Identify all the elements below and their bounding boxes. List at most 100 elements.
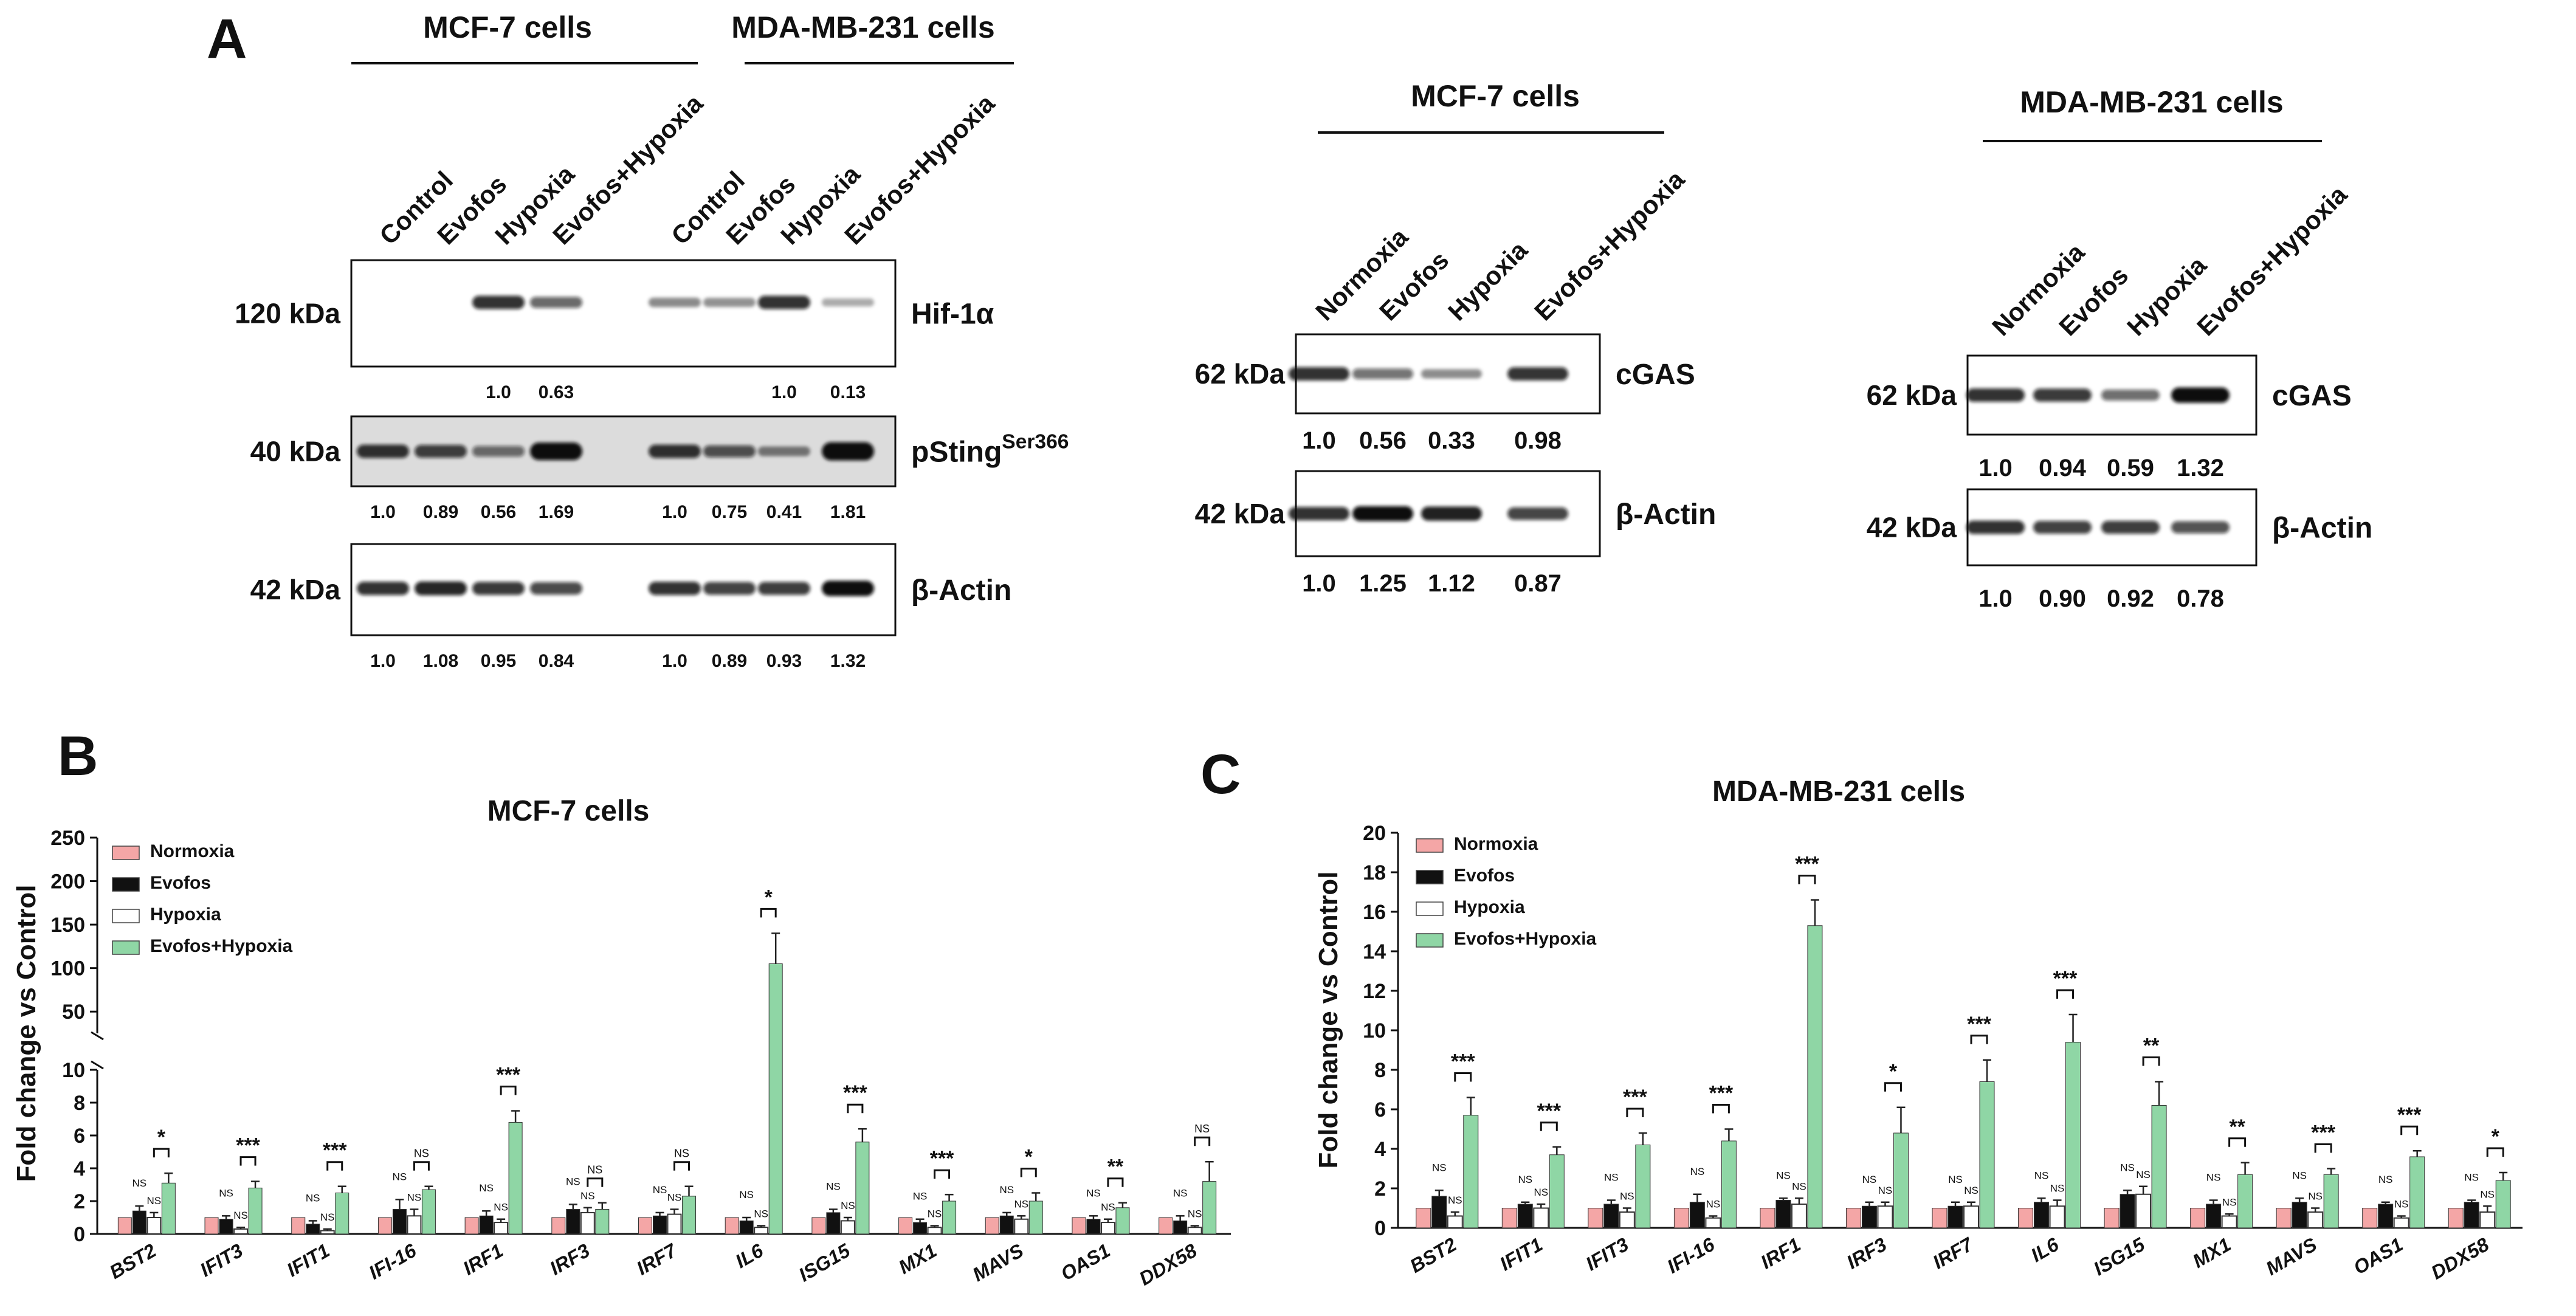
blot-left-quant-value: 0.95 [481,651,516,671]
blot-right-band [2033,521,2092,534]
chart-b-significance-bracket [587,1177,604,1187]
blot-right-band [2101,390,2160,401]
blot-mid-protein-label: cGAS [1616,359,1695,391]
chart-b-bar-evofos [1086,1219,1101,1235]
chart-c-significance-bracket [2486,1147,2504,1157]
blot-left-quant-value: 0.89 [423,502,458,522]
chart-c-bar-evofos-hypoxia [2151,1105,2167,1228]
chart-b-significance-bracket [500,1086,517,1095]
blot-left-band [415,445,467,458]
chart-c-significance-bracket [2314,1143,2332,1153]
chart-b-bar-hypoxia [927,1227,942,1235]
chart-b-significance-label: NS [1194,1123,1210,1135]
chart-c-bar-normoxia [2448,1208,2464,1228]
chart-b-bar-hypoxia [494,1222,509,1235]
chart-b-bar-hypoxia [1100,1222,1115,1235]
chart-b-category-label: IRF7 [633,1239,681,1280]
chart-c-bar-normoxia [1416,1208,1431,1228]
chart-c-ns-label: NS [2378,1174,2393,1185]
chart-c-ns-label: NS [2480,1188,2495,1200]
chart-b-bar-evofos [479,1215,494,1235]
chart-c-ns-label: NS [1862,1174,1877,1185]
blot-left-quant-value: 1.81 [830,502,866,522]
chart-b-bar-evofos [653,1215,667,1235]
chart-b-bar-normoxia [117,1217,132,1235]
blot-left-band [357,444,409,458]
blot-left-size-label: 42 kDa [250,574,341,605]
chart-b-ns-label: NS [754,1208,768,1220]
chart-b-bar-hypoxia [667,1213,682,1235]
chart-c-bar-hypoxia [2049,1205,2065,1228]
blot-right-protein-label: β-Actin [2272,512,2372,544]
chart-c-significance-bracket [1454,1072,1472,1082]
blot-mid-band [1289,367,1349,381]
chart-b-bar-hypoxia [1187,1227,1202,1235]
chart-c-bar-normoxia [2104,1208,2120,1228]
chart-b-bar-hypoxia [754,1227,769,1235]
chart-c-legend-label: Evofos+Hypoxia [1454,929,1597,949]
chart-c-bar-evofos [2464,1202,2479,1228]
chart-c-significance-label: *** [1537,1100,1561,1123]
chart-c-ns-label: NS [2136,1169,2151,1180]
blot-right-size-label: 42 kDa [1867,512,1957,543]
chart-c-significance-bracket [2142,1056,2160,1066]
chart-b-ns-label: NS [407,1192,422,1204]
chart-b-significance-label: *** [496,1064,520,1087]
chart-b-ns-label: NS [566,1176,580,1187]
chart-c-bar-hypoxia [2221,1215,2237,1228]
chart-b-significance-bracket [1107,1177,1124,1187]
chart-b-significance-bracket [239,1156,257,1166]
chart-c-bar-evofos [2292,1202,2307,1228]
chart-b-bar-normoxia [551,1217,566,1235]
blot-left-band [649,444,701,458]
blot-left-band [530,582,582,595]
blot-left-band [703,445,756,458]
chart-b-significance-label: ** [1107,1156,1124,1179]
chart-b-bar-hypoxia [320,1230,335,1235]
blot-left-quant-value: 0.63 [539,382,574,402]
chart-b-bar-evofos [392,1209,407,1235]
chart-b-y-tick-label: 6 [74,1125,85,1148]
chart-b-significance-label: *** [843,1081,867,1104]
chart-c-significance-bracket [1884,1082,1902,1092]
blot-mid-band [1289,507,1349,520]
blot-right-protein-label: cGAS [2272,380,2352,412]
chart-b-bar-normoxia [898,1217,913,1235]
chart-c-ns-label: NS [1604,1172,1619,1183]
chart-b-ns-label: NS [1014,1198,1028,1210]
chart-b-bar-evofos-hypoxia [768,963,783,1235]
chart-c-bar-hypoxia [1877,1205,1893,1228]
chart-b-bar-normoxia [377,1217,392,1235]
blot-left-lane-label: Evofos+Hypoxia [839,89,1000,250]
chart-c-ns-label: NS [1518,1174,1532,1185]
chart-c-bar-evofos-hypoxia [1463,1115,1479,1228]
chart-b-ns-label: NS [999,1184,1014,1196]
chart-b-title: MCF-7 cells [487,795,650,827]
blot-left-band [822,580,874,596]
chart-c-significance-bracket [1798,875,1816,884]
chart-b-bar-hypoxia [840,1220,855,1235]
chart-b-bar-evofos-hypoxia [248,1187,263,1235]
chart-c-legend-swatch [1416,870,1444,884]
blot-right-quant-value: 0.94 [2039,455,2087,481]
chart-c-bar-evofos [2206,1204,2222,1228]
blot-right-quant-value: 0.78 [2177,585,2224,612]
chart-b-bar-hypoxia [233,1228,249,1235]
chart-b-bar-hypoxia [580,1211,595,1235]
blot-mid-quant-value: 0.56 [1359,427,1407,454]
chart-b-ns-label: NS [479,1182,494,1194]
blot-right-size-label: 62 kDa [1867,379,1957,411]
chart-c-y-tick-label: 4 [1374,1138,1386,1161]
chart-c-category-label: ISG15 [2090,1233,2149,1280]
chart-c-legend-label: Normoxia [1454,834,1538,854]
chart-b-ns-label: NS [1086,1187,1101,1199]
chart-c-bar-evofos-hypoxia [1635,1145,1651,1228]
chart-b-ns-label: NS [928,1208,942,1220]
chart-b-mcf7-fold-change: MCF-7 cells Fold change vs Control 0 2 4 6 8… [12,795,1231,1290]
blot-left-quant-value: 0.41 [766,502,802,522]
chart-b-significance-label: NS [587,1164,602,1176]
chart-c-significance-bracket [1626,1108,1644,1117]
blot-mid-quant-value: 0.87 [1514,570,1562,597]
chart-c-significance-label: *** [1709,1082,1734,1105]
chart-c-bar-normoxia [1501,1208,1517,1228]
